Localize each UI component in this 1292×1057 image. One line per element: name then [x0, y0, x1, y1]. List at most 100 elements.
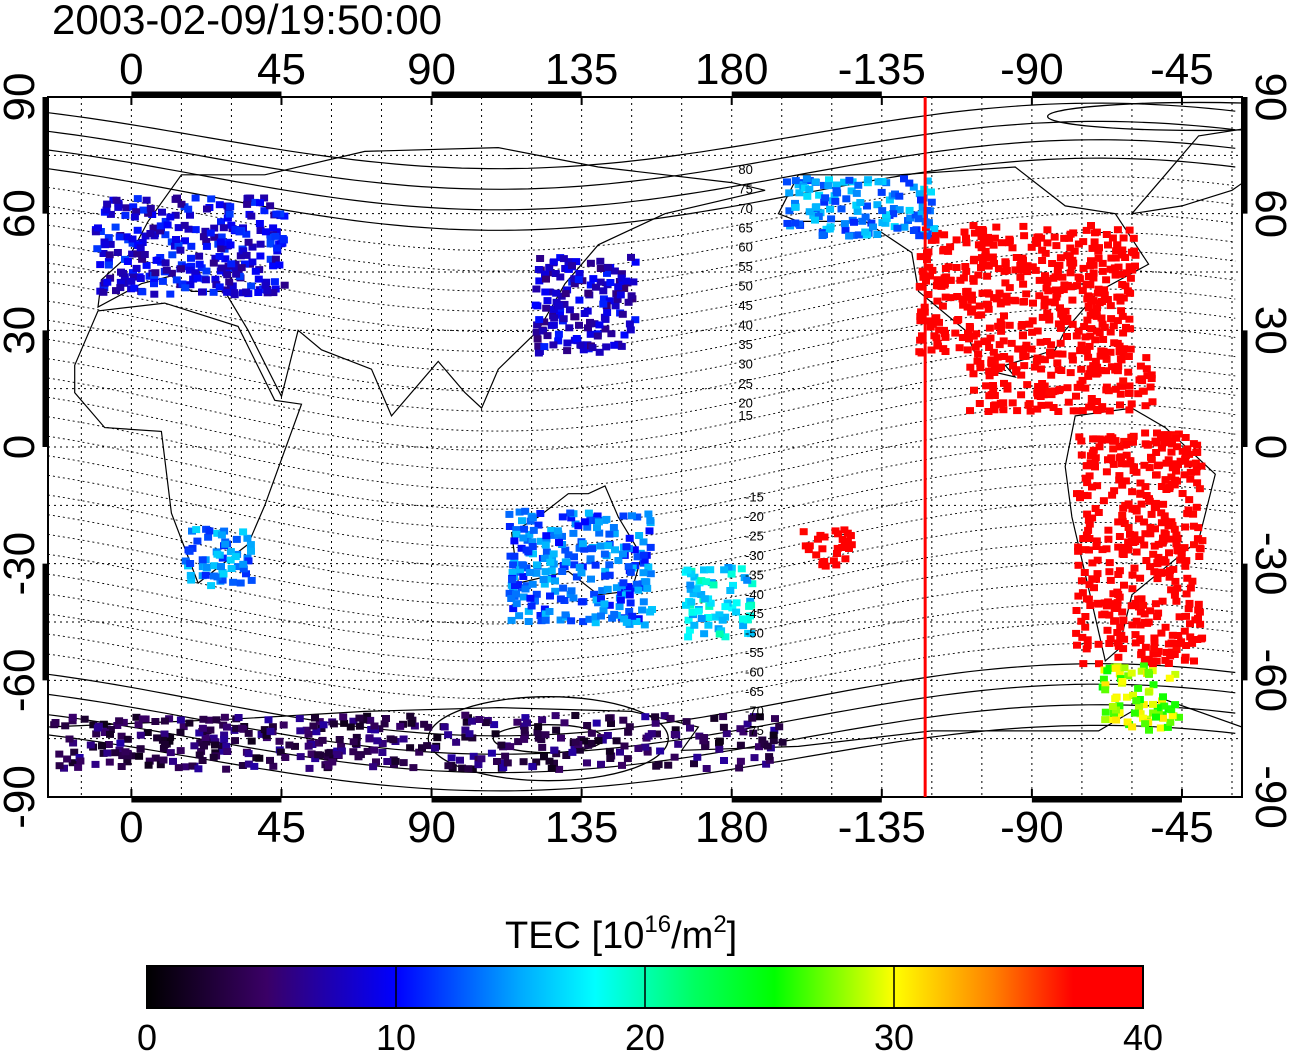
tec-cell [985, 290, 994, 298]
tec-cell [187, 242, 196, 250]
tec-cell [1082, 347, 1091, 355]
tec-cell [505, 523, 514, 530]
tec-cell [340, 719, 349, 727]
tec-cell [159, 745, 168, 752]
tec-cell [533, 561, 541, 569]
tec-cell [165, 737, 174, 745]
tec-cell [123, 258, 132, 265]
tec-cell [1182, 448, 1190, 456]
tec-cell [506, 743, 515, 751]
tec-cell [420, 720, 429, 728]
tec-cell [1113, 588, 1122, 596]
tec-cell [1192, 503, 1201, 511]
tec-cell [509, 605, 518, 613]
tec-cell [210, 224, 219, 232]
tec-cell [1113, 339, 1122, 347]
tec-cell [1137, 500, 1146, 508]
tec-cell [1127, 433, 1136, 441]
tec-cell [1139, 662, 1148, 670]
contour-label: -30 [745, 548, 764, 563]
tec-cell [549, 321, 558, 329]
tec-cell [715, 739, 723, 747]
tec-cell [985, 324, 994, 332]
tec-cell [560, 300, 569, 308]
tec-cell [1047, 298, 1056, 306]
tec-cell [634, 586, 643, 594]
mag-contour [48, 663, 1236, 737]
tec-cell [266, 255, 275, 263]
tec-cell [501, 752, 510, 760]
tec-cell [1095, 244, 1103, 252]
tec-cell [575, 296, 584, 304]
tec-cell [1145, 726, 1153, 734]
tec-cell [1106, 348, 1115, 356]
tec-cell [630, 546, 639, 554]
tec-cell [1076, 494, 1084, 502]
tec-cell [845, 176, 854, 184]
tec-cell [1108, 703, 1117, 710]
tec-cell [1019, 256, 1027, 264]
tec-cell [1153, 704, 1162, 712]
tec-cell [167, 269, 176, 277]
tec-cell [1165, 483, 1174, 491]
colorbar-tick-label: 0 [137, 1017, 157, 1057]
tec-cell [551, 577, 559, 585]
tec-cell [616, 291, 625, 299]
tec-cell [1064, 398, 1073, 406]
tec-cell [540, 580, 549, 588]
tec-cell [1038, 257, 1047, 264]
tec-cell [991, 401, 1000, 409]
tec-cell [254, 275, 263, 283]
tec-cell [552, 298, 561, 306]
tec-cell [1165, 549, 1173, 557]
tec-cell [1083, 316, 1092, 324]
tec-cell [622, 543, 631, 551]
tec-cell [536, 255, 545, 262]
tec-cell [710, 714, 719, 722]
frame-ticks [42, 91, 1248, 803]
tec-cell [1089, 446, 1098, 454]
tec-cell [1156, 724, 1165, 732]
tec-cell [1167, 535, 1176, 543]
tec-cell [193, 274, 202, 282]
tec-cell [515, 508, 524, 516]
tec-cell [989, 348, 998, 356]
tec-cell [205, 527, 214, 535]
tec-cell [1141, 440, 1150, 448]
tec-cell [570, 280, 579, 288]
tec-cell [1115, 567, 1124, 575]
tec-cell [1092, 228, 1101, 236]
tec-cell [1159, 693, 1167, 701]
tec-cell [532, 285, 541, 293]
tec-cell [1089, 435, 1098, 443]
tec-cell [166, 290, 175, 298]
tec-cell [1068, 356, 1077, 364]
tec-cell [1113, 241, 1122, 249]
tec-cell [1102, 545, 1111, 553]
tec-cell [528, 763, 537, 771]
tec-cell [1017, 371, 1026, 379]
tec-cell [863, 202, 871, 210]
tec-cell [128, 239, 137, 247]
tec-cell [840, 178, 849, 186]
tec-cell [328, 758, 337, 766]
tec-cell [589, 275, 598, 283]
tec-cell [1111, 695, 1120, 703]
tec-cell [136, 275, 145, 282]
tec-cell [541, 288, 550, 296]
tec-cell [1111, 664, 1120, 672]
tec-cell [92, 730, 101, 738]
coastline-eurasia [97, 146, 766, 418]
tec-cell [96, 261, 105, 269]
tec-cell [577, 569, 586, 577]
tec-cell [281, 754, 290, 761]
tec-cell [349, 717, 358, 725]
tec-cell [1030, 363, 1039, 371]
tec-cell [1118, 460, 1126, 468]
tec-cell [840, 539, 849, 547]
tec-cell [552, 726, 561, 734]
tec-cell [895, 192, 904, 200]
tec-cell [993, 353, 1002, 361]
tec-cell [795, 189, 804, 197]
